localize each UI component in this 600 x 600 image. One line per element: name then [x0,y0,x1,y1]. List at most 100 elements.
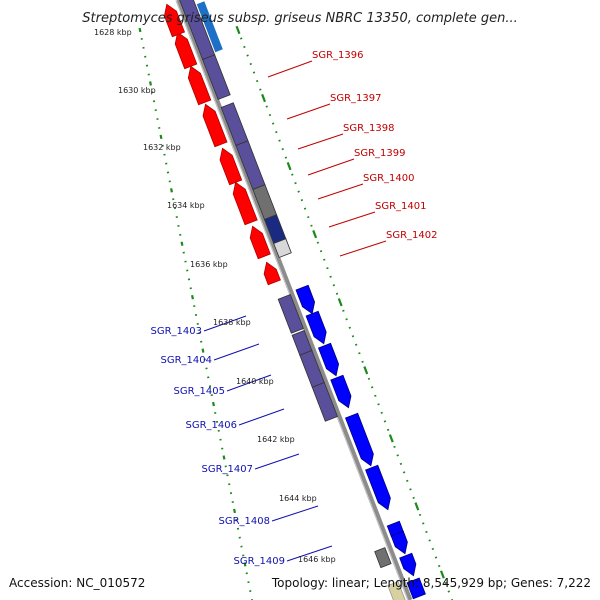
scale-kbp-label: 1638 kbp [213,318,251,327]
scale-dot [310,224,313,227]
scale-dot [399,462,403,465]
scale-dot [406,479,409,482]
reverse-gene-label: SGR_1397 [330,93,382,104]
scale-dot [243,562,247,567]
scale-dot [261,93,266,103]
scale-dot [444,581,447,585]
scale-kbp-label: 1632 kbp [143,143,181,152]
domain-feature-box [196,1,223,53]
reverse-gene-label: SGR_1401 [375,201,427,212]
gene-features [163,0,426,600]
reverse-gene-leader [328,211,376,228]
scale-dot [271,122,275,125]
scale-kbp-label: 1630 kbp [118,86,156,95]
reverse-gene-leader [317,183,364,200]
scale-dot [386,428,390,431]
scale-dot [363,366,369,375]
forward-gene-label: SGR_1409 [234,556,286,567]
forward-gene-arrow [406,577,426,600]
accession-text: Accession: NC_010572 [9,576,145,590]
scale-dot [361,360,364,363]
scale-dot [281,148,284,151]
forward-gene-label: SGR_1406 [186,420,238,431]
scale-dot [307,216,310,219]
scale-kbp-label: 1640 kbp [236,377,274,386]
scale-dot-tracks [138,25,454,600]
scale-dot [294,182,297,185]
scale-dot [332,284,336,287]
scale-dot [239,37,243,40]
scale-dot [383,420,387,423]
backbone-line [175,0,413,600]
forward-gene-leader [213,343,260,361]
forward-gene-label: SGR_1405 [174,386,226,397]
scale-dot [233,508,236,514]
scale-dot [337,298,343,307]
reverse-gene-arrow [187,65,212,106]
scale-dot [259,88,262,91]
reverse-gene-label: SGR_1402 [386,230,438,241]
scale-dot [303,207,307,210]
reverse-gene-arrow [263,261,281,286]
scale-dot [402,471,406,474]
forward-gene-label: SGR_1408 [219,516,271,527]
forward-gene-leader [203,315,247,332]
scale-dot [439,570,445,579]
protein-feature-box [311,381,339,422]
scale-dot [170,188,173,193]
protein-feature-box [179,0,216,61]
scale-dot [374,394,377,397]
reverse-gene-label: SGR_1400 [363,173,415,184]
scale-dot [278,139,281,142]
scale-dot [191,295,194,300]
scale-dot [354,343,358,346]
forward-gene-leader [271,505,319,522]
forward-gene-leader [238,408,285,426]
scale-dot [268,113,272,117]
scale-dot [388,434,394,443]
forward-gene-label: SGR_1404 [161,355,213,366]
reverse-gene-arrow [249,225,271,260]
protein-feature-box [387,581,406,600]
scale-dot [414,502,420,511]
scale-dot [412,496,415,500]
scale-dot [348,326,352,329]
scale-dot [422,522,425,525]
scale-dot [312,230,318,239]
scale-dot [319,250,323,253]
forward-gene-arrow [390,530,408,555]
scale-dot [345,318,348,321]
scale-dot [149,81,152,86]
forward-gene-arrow [305,310,327,345]
map-title: Streptomyces griseus subsp. griseus NBRC… [82,11,517,26]
reverse-gene-label: SGR_1396 [312,50,364,61]
scale-dot [428,539,431,542]
reverse-gene-leader [297,133,344,150]
scale-dot [243,45,246,49]
scale-dot [201,348,205,353]
forward-gene-label: SGR_1403 [151,326,203,337]
reverse-gene-leader [307,158,355,176]
scale-dot [335,292,339,295]
scale-dot [447,590,451,593]
scale-dot [329,275,332,278]
scale-kbp-label: 1636 kbp [190,260,228,269]
genome-summary-text: Topology: linear; Length: 8,545,929 bp; … [271,576,591,590]
scale-dot [434,556,438,559]
label-leader-lines [203,60,387,562]
scale-dot [323,258,326,261]
scale-kbp-label: 1646 kbp [298,555,336,564]
scale-dot [300,199,304,202]
protein-feature-box [374,547,392,569]
reverse-gene-label: SGR_1399 [354,148,406,159]
forward-gene-leader [286,545,333,562]
scale-dot [431,547,435,551]
scale-dot [380,411,383,414]
forward-gene-arrow [330,374,352,409]
scale-dot [252,71,256,74]
scale-dot [367,377,371,380]
scale-dot [286,161,292,171]
reverse-gene-leader [267,60,313,78]
